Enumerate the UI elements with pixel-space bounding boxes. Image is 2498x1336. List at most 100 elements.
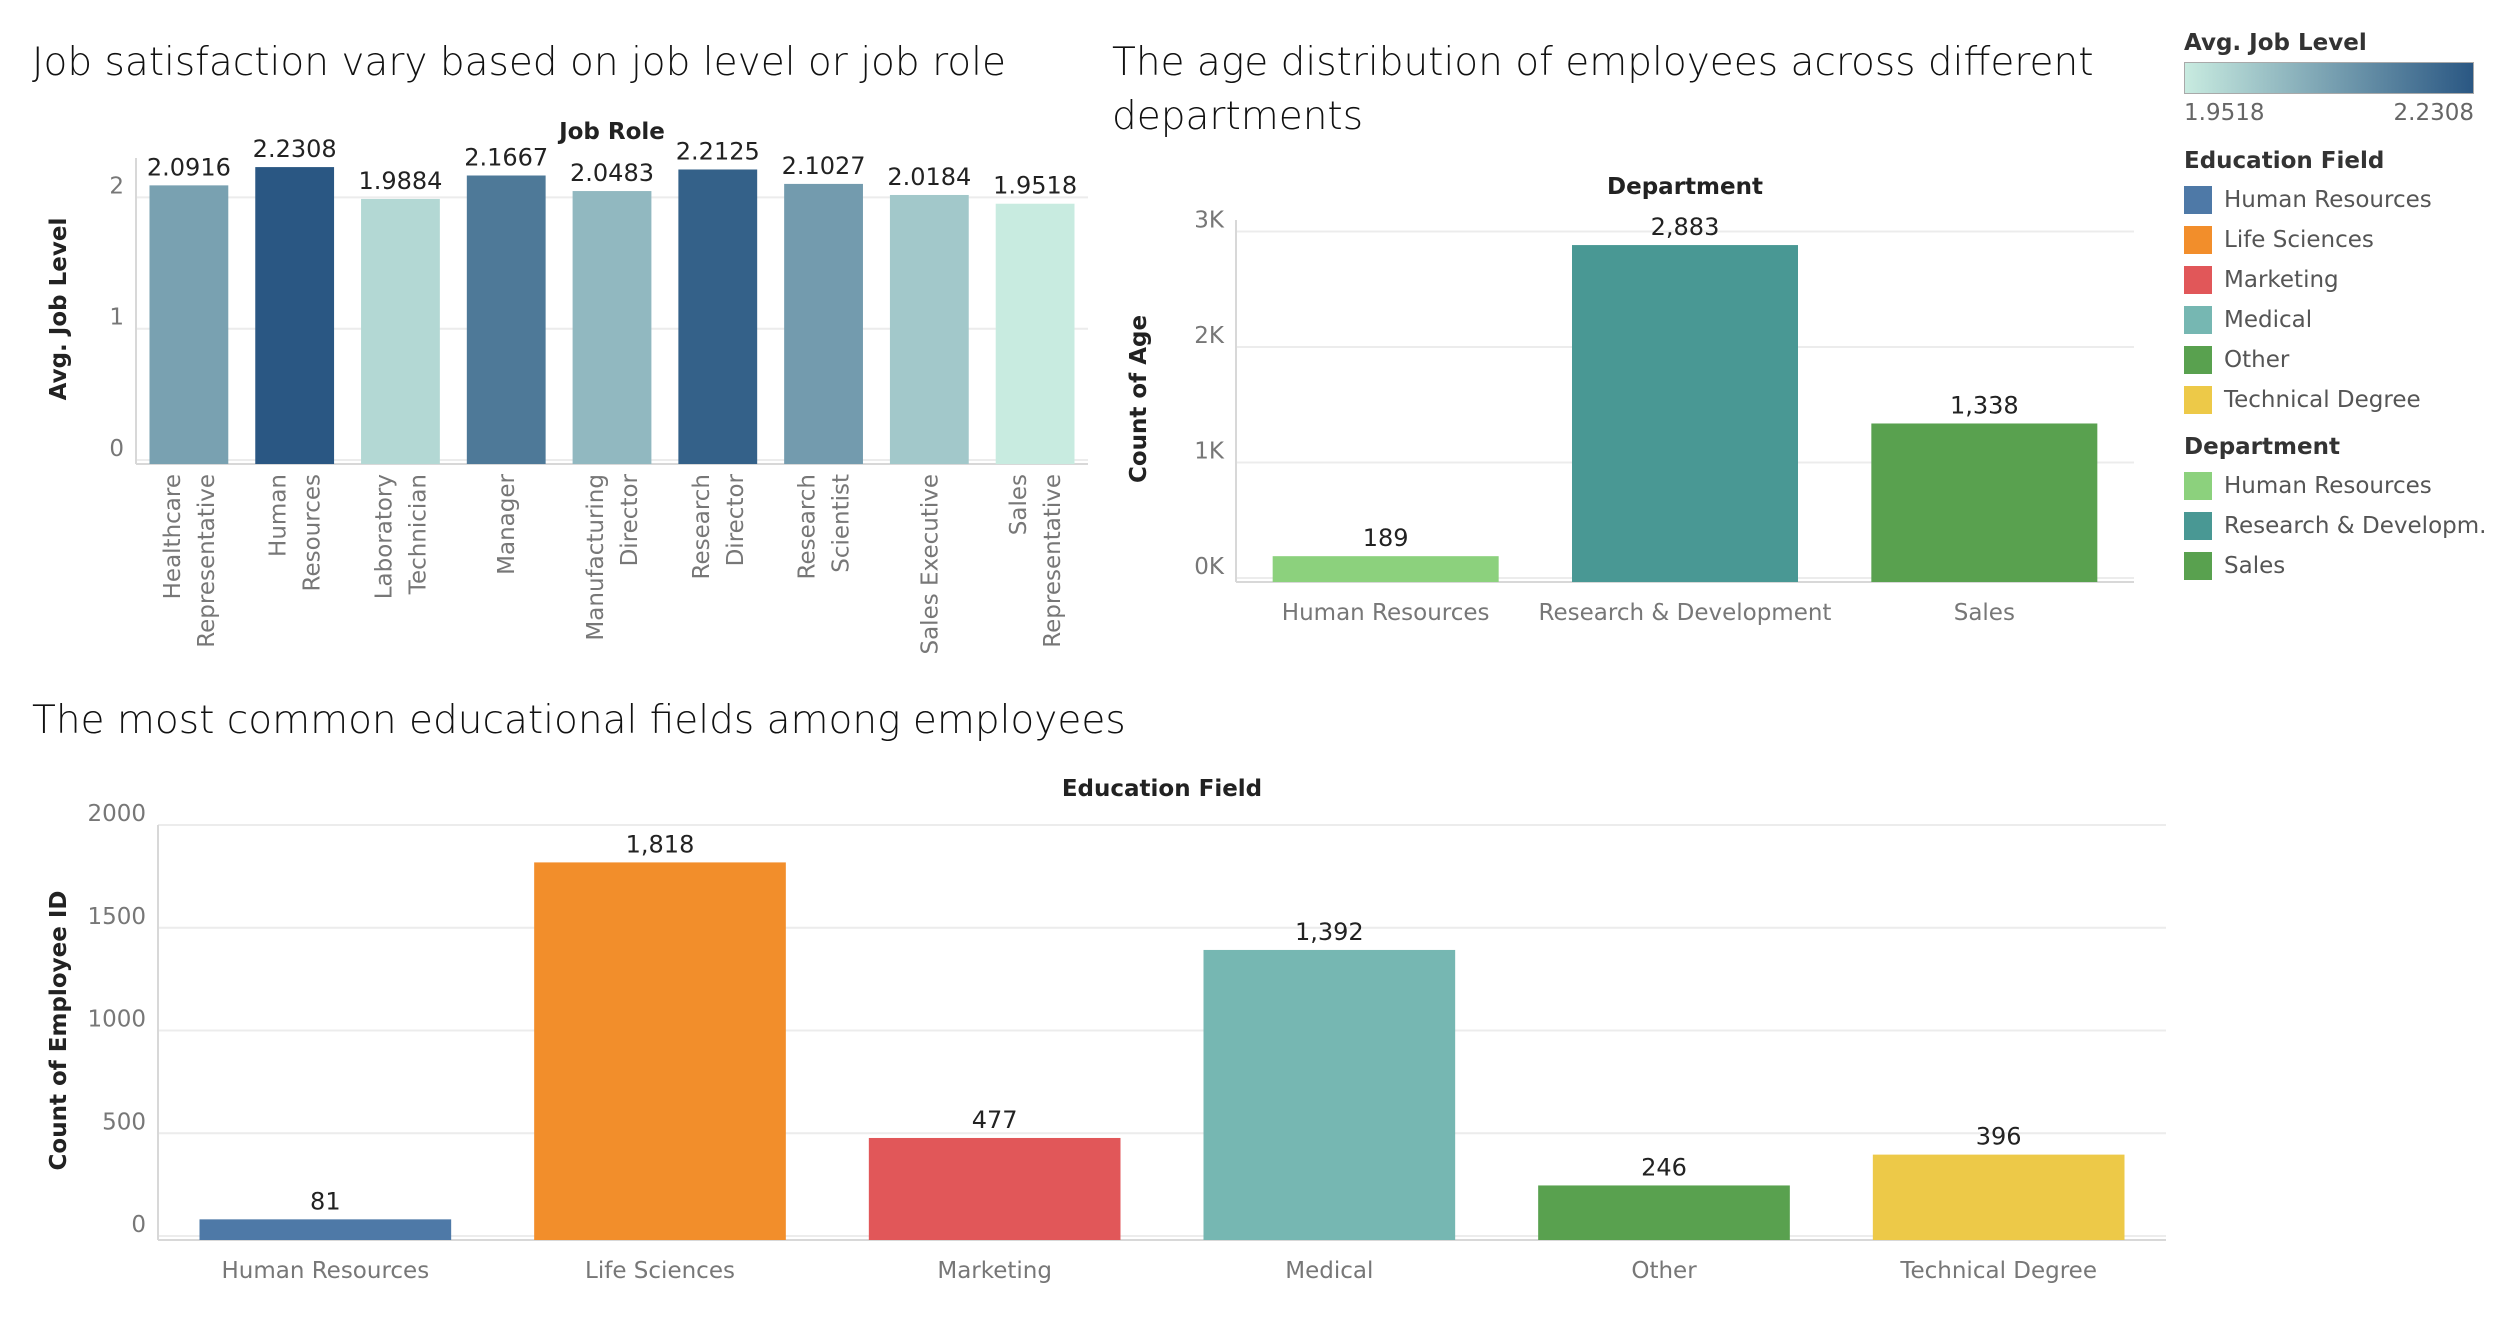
chart3-title: The most common educational fields among… xyxy=(32,698,1126,743)
x-tick-label: Manager xyxy=(494,473,520,574)
legend-label: Research & Developm.. xyxy=(2224,513,2484,539)
department-legend: Department Human Resources Research & Dev… xyxy=(2184,434,2484,586)
bar[interactable] xyxy=(149,185,229,464)
y-tick-label: 0K xyxy=(1194,554,1225,580)
x-tick-label: Healthcare xyxy=(160,474,186,599)
x-tick-label: Medical xyxy=(1285,1258,1373,1284)
legend-swatch xyxy=(2184,306,2212,334)
bar-value-label: 1,818 xyxy=(626,830,695,858)
bar-value-label: 477 xyxy=(972,1106,1018,1134)
bar-value-label: 1,338 xyxy=(1950,391,2019,419)
gradient-color-bar xyxy=(2184,62,2474,94)
bar-value-label: 2.0483 xyxy=(570,159,654,187)
x-tick-label: Resources xyxy=(300,474,326,591)
y-tick-label: 1000 xyxy=(87,1007,146,1033)
education-legend-item[interactable]: Technical Degree xyxy=(2184,380,2484,420)
bar[interactable] xyxy=(784,183,863,464)
bar[interactable] xyxy=(361,198,440,464)
legend-swatch xyxy=(2184,186,2212,214)
bar-value-label: 2.0184 xyxy=(887,163,971,191)
bar[interactable] xyxy=(678,169,758,464)
legend-swatch xyxy=(2184,512,2212,540)
x-tick-label: Human Resources xyxy=(221,1258,429,1284)
bar-value-label: 396 xyxy=(1976,1123,2022,1151)
bar[interactable] xyxy=(1272,556,1499,582)
chart2-title: The age distribution of employees across… xyxy=(1112,40,2094,139)
bar-value-label: 1.9518 xyxy=(993,172,1077,200)
x-tick-label: Manufacturing xyxy=(583,474,609,641)
x-tick-label: Life Sciences xyxy=(585,1258,735,1284)
bar[interactable] xyxy=(466,175,546,464)
bar[interactable] xyxy=(1871,423,2098,582)
y-tick-label: 1 xyxy=(109,305,124,331)
x-tick-label: Laboratory xyxy=(371,474,397,599)
bar[interactable] xyxy=(255,167,335,465)
legend-swatch xyxy=(2184,386,2212,414)
x-tick-label: Marketing xyxy=(937,1258,1052,1284)
y-tick-label: 0 xyxy=(109,436,124,462)
x-tick-label: Representative xyxy=(194,474,220,648)
bar[interactable] xyxy=(199,1219,452,1240)
bar-value-label: 1,392 xyxy=(1295,918,1364,946)
x-tick-label: Sales xyxy=(1006,474,1032,535)
x-tick-label: Research xyxy=(795,474,821,580)
education-field-chart: Education Field Count of Employee ID 0 500 1… xyxy=(46,776,2166,1284)
education-legend-item[interactable]: Other xyxy=(2184,340,2484,380)
bar-value-label: 246 xyxy=(1641,1153,1687,1181)
y-tick-label: 500 xyxy=(102,1109,146,1135)
y-tick-label: 1K xyxy=(1194,439,1225,465)
bar[interactable] xyxy=(1538,1185,1790,1240)
legend-swatch xyxy=(2184,346,2212,374)
department-legend-item[interactable]: Research & Developm.. xyxy=(2184,506,2484,546)
chart1-title: Job satisfaction vary based on job level… xyxy=(32,40,1006,85)
department-legend-title: Department xyxy=(2184,434,2340,460)
y-tick-label: 1500 xyxy=(87,904,146,930)
department-legend-item[interactable]: Sales xyxy=(2184,546,2484,586)
bar-value-label: 2.1027 xyxy=(782,152,866,180)
bar[interactable] xyxy=(889,194,969,464)
bar[interactable] xyxy=(1203,949,1456,1240)
legend-label: Other xyxy=(2224,347,2290,373)
x-tick-label: Other xyxy=(1631,1258,1697,1284)
y-tick-label: 2 xyxy=(109,173,124,199)
y-tick-label: 0 xyxy=(131,1212,146,1238)
education-legend: Education Field Human Resources Life Scie… xyxy=(2184,148,2484,420)
x-tick-label: Scientist xyxy=(829,474,855,573)
gradient-legend-title: Avg. Job Level xyxy=(2184,30,2367,56)
x-axis-title: Department xyxy=(1607,174,1763,200)
bar[interactable] xyxy=(995,203,1075,465)
legend-swatch xyxy=(2184,226,2212,254)
education-legend-item[interactable]: Marketing xyxy=(2184,260,2484,300)
bar-value-label: 2,883 xyxy=(1651,213,1720,241)
bar[interactable] xyxy=(1572,245,1798,582)
education-legend-item[interactable]: Human Resources xyxy=(2184,180,2484,220)
x-tick-label: Research xyxy=(689,474,715,580)
x-tick-label: Director xyxy=(723,473,749,566)
bar[interactable] xyxy=(868,1137,1121,1240)
legend-swatch xyxy=(2184,472,2212,500)
bar-value-label: 1.9884 xyxy=(358,167,442,195)
legend-label: Technical Degree xyxy=(2224,387,2421,413)
x-tick-label: Human Resources xyxy=(1282,600,1490,626)
education-legend-item[interactable]: Life Sciences xyxy=(2184,220,2484,260)
x-tick-label: Director xyxy=(617,473,643,566)
x-tick-label: Research & Development xyxy=(1539,600,1832,626)
legend-label: Human Resources xyxy=(2224,473,2432,499)
education-legend-title: Education Field xyxy=(2184,148,2385,174)
bar[interactable] xyxy=(534,862,786,1240)
y-axis-title: Count of Age xyxy=(1126,315,1152,483)
legend-panel: Avg. Job Level 1.9518 2.2308 Education F… xyxy=(2184,30,2484,586)
legend-label: Marketing xyxy=(2224,267,2339,293)
x-tick-label: Technical Degree xyxy=(1899,1258,2097,1284)
education-legend-item[interactable]: Medical xyxy=(2184,300,2484,340)
department-legend-item[interactable]: Human Resources xyxy=(2184,466,2484,506)
y-axis-title: Count of Employee ID xyxy=(46,891,72,1171)
bar-value-label: 81 xyxy=(310,1187,341,1215)
gradient-min-label: 1.9518 xyxy=(2184,100,2265,126)
x-tick-label: Technician xyxy=(405,474,431,595)
bar[interactable] xyxy=(572,191,652,464)
legend-swatch xyxy=(2184,266,2212,294)
bar[interactable] xyxy=(1872,1154,2125,1240)
y-tick-label: 2K xyxy=(1194,323,1225,349)
